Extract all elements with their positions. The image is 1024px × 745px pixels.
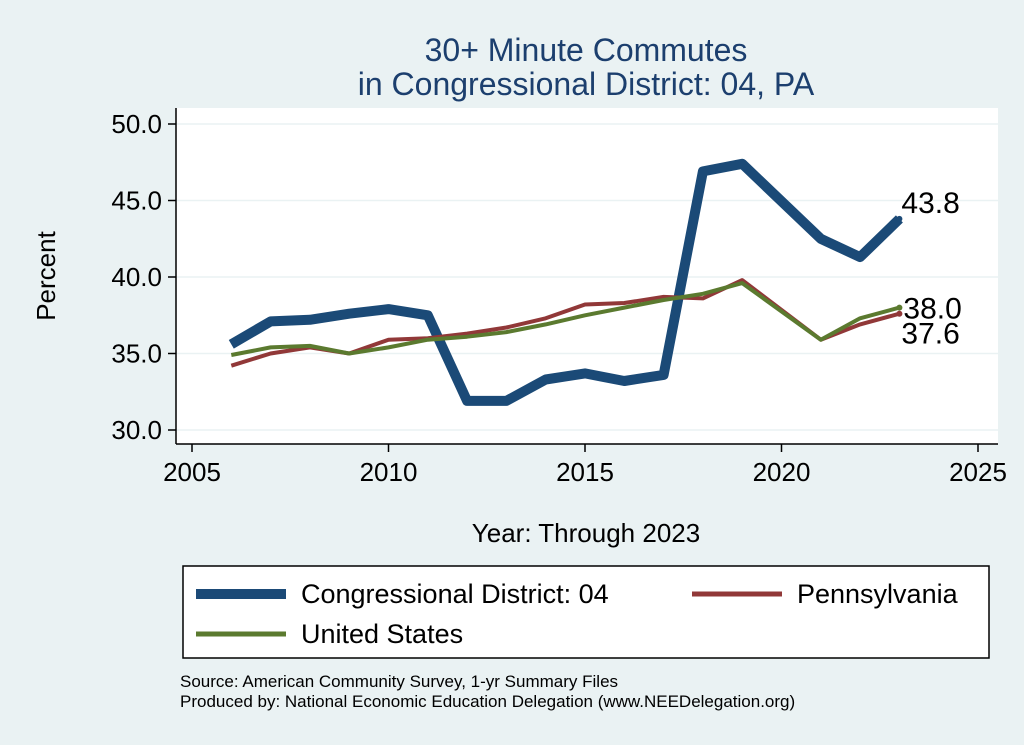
y-tick-label-50: 50.0 (111, 109, 162, 139)
x-tick-labels: 2005 2010 2015 2020 2025 (163, 457, 1007, 487)
legend-label-district: Congressional District: 04 (301, 579, 609, 609)
series-end-point-2 (896, 304, 903, 311)
producer-line: Produced by: National Economic Education… (180, 692, 796, 711)
chart-title-line-2: in Congressional District: 04, PA (358, 66, 815, 102)
x-tick-label-2010: 2010 (360, 457, 418, 487)
source-note: Source: American Community Survey, 1-yr … (180, 672, 795, 712)
series-lines (228, 158, 903, 406)
y-tick-label-45: 45.0 (111, 186, 162, 216)
series-line-0 (228, 158, 903, 406)
legend-label-pennsylvania: Pennsylvania (797, 579, 959, 609)
legend: Congressional District: 04 Pennsylvania … (182, 565, 990, 659)
x-tick-label-2005: 2005 (163, 457, 221, 487)
y-tick-label-35: 35.0 (111, 339, 162, 369)
source-line: Source: American Community Survey, 1-yr … (180, 672, 619, 691)
series-line-2 (230, 281, 900, 357)
x-axis-label: Year: Through 2023 (472, 518, 700, 548)
x-tick-label-2025: 2025 (949, 457, 1007, 487)
chart: 30+ Minute Commutes in Congressional Dis… (31, 32, 1007, 659)
legend-label-us: United States (301, 619, 463, 649)
y-tick-label-40: 40.0 (111, 262, 162, 292)
x-tick-label-2015: 2015 (556, 457, 614, 487)
y-axis-label: Percent (31, 230, 61, 320)
axes (168, 108, 998, 452)
y-tick-labels: 30.0 35.0 40.0 45.0 50.0 (111, 109, 162, 445)
plot-area (176, 108, 998, 444)
end-labels: 43.8 37.638.0 (901, 187, 961, 351)
y-tick-label-30: 30.0 (111, 415, 162, 445)
gridlines (176, 123, 998, 431)
x-tick-label-2020: 2020 (753, 457, 811, 487)
series-end-point-1 (896, 310, 903, 317)
series-end-point-0 (896, 215, 903, 222)
end-label-0: 43.8 (901, 187, 959, 220)
end-label-2: 38.0 (903, 293, 961, 326)
end-label-1: 37.6 (901, 318, 959, 351)
chart-title-line-1: 30+ Minute Commutes (425, 32, 748, 68)
legend-box (182, 565, 990, 659)
